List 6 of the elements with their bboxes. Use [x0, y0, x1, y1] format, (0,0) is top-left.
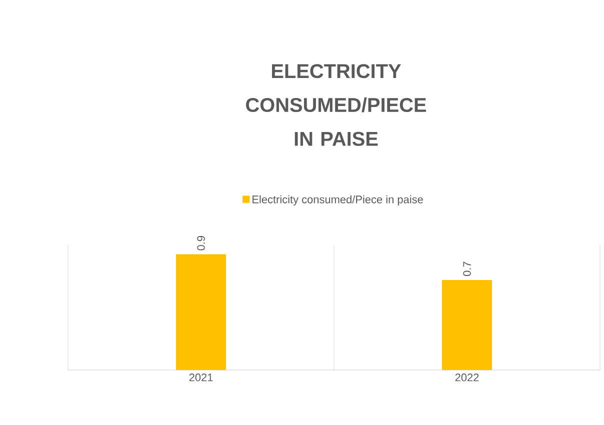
data-label: 0.7: [463, 262, 471, 276]
data-label: 0.9: [197, 236, 205, 250]
legend-label: Electricity consumed/Piece in paise: [252, 195, 423, 206]
chart-title: ELECTRICITY CONSUMED/PIECE IN PAISE: [246, 64, 426, 146]
x-tick-label: 2022: [455, 374, 479, 382]
x-tick-label: 2021: [189, 374, 213, 382]
